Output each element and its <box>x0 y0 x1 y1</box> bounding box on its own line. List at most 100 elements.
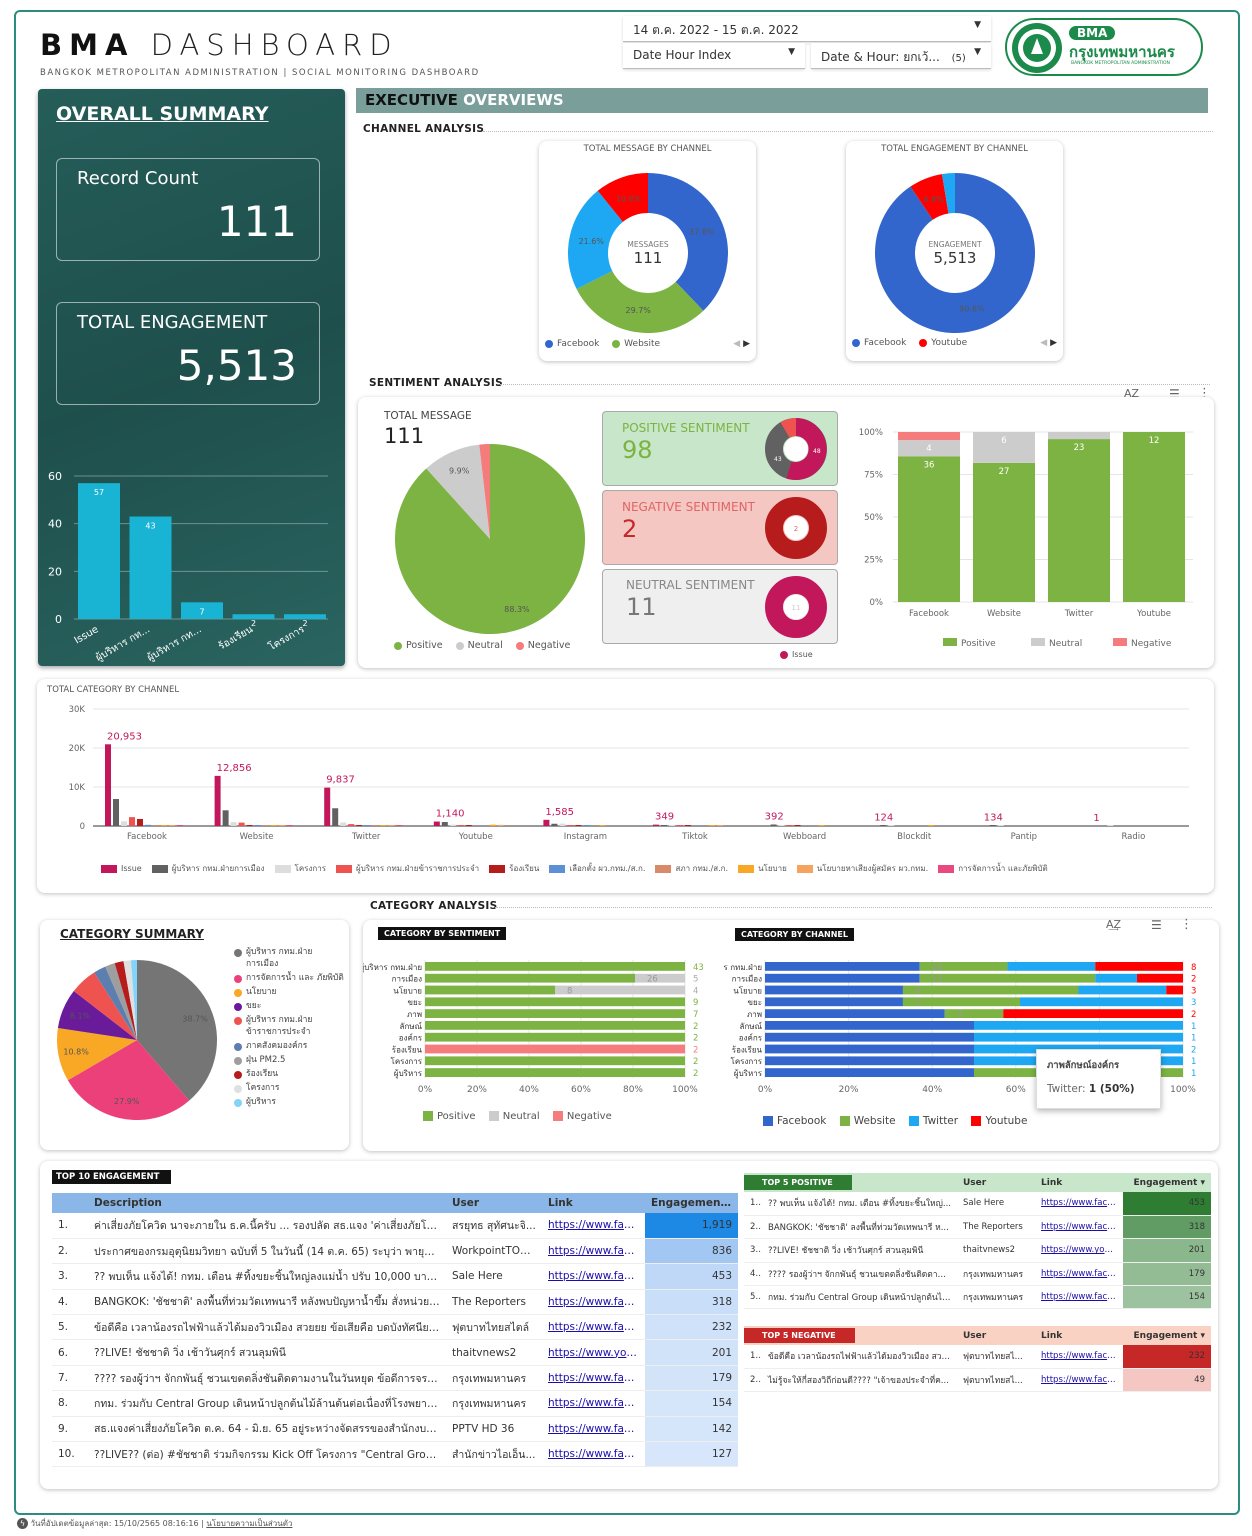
pie-slice[interactable] <box>597 173 648 222</box>
link-header[interactable]: Link <box>1035 1326 1123 1345</box>
bar[interactable] <box>497 824 504 826</box>
bar[interactable] <box>880 825 887 826</box>
bar[interactable] <box>129 817 135 826</box>
legend-item[interactable]: การจัดการน้ำ และ ภัยพิบัติ <box>234 972 346 984</box>
bar[interactable] <box>153 825 159 826</box>
bar[interactable] <box>989 825 996 826</box>
sort-az-icon[interactable]: A͢Z <box>1106 918 1122 931</box>
bar[interactable] <box>559 823 566 826</box>
bar[interactable] <box>575 825 582 826</box>
bar[interactable] <box>388 825 395 826</box>
bar-segment[interactable] <box>425 962 685 971</box>
date-hour-filter[interactable]: Date & Hour: ยกเว้... (5) ▼ <box>811 43 991 69</box>
bar[interactable] <box>567 825 574 826</box>
privacy-policy-link[interactable]: นโยบายความเป็นส่วนตัว <box>206 1519 293 1528</box>
bar[interactable] <box>928 825 935 826</box>
bar[interactable] <box>238 822 245 826</box>
bar[interactable] <box>380 825 387 826</box>
bar-segment[interactable] <box>635 973 685 983</box>
pie-slice[interactable] <box>57 990 137 1040</box>
pie-slice[interactable] <box>941 173 955 214</box>
table-row[interactable]: 1. ข้อดีคือ เวลาน้องรถไฟฟ้าแล้วได้มองวิวเ… <box>744 1345 1211 1369</box>
bar[interactable] <box>246 825 253 826</box>
bar-segment[interactable] <box>898 456 960 602</box>
bar[interactable] <box>583 825 590 826</box>
description-header[interactable]: Description <box>94 1197 162 1209</box>
row-link[interactable]: https://www.face... <box>542 1238 645 1265</box>
table-row[interactable]: 1. ค่าเสี่ยงภัยโควิด นาจะภายใน ธ.ค.นี้ครั… <box>52 1213 738 1239</box>
bar-segment[interactable] <box>425 1032 685 1042</box>
bar[interactable] <box>145 824 151 826</box>
bar[interactable] <box>113 799 119 826</box>
bar-segment[interactable] <box>425 973 635 983</box>
bar-segment[interactable] <box>919 962 1008 971</box>
bar-segment[interactable] <box>973 432 1035 463</box>
table-row[interactable]: 10. ??LIVE?? (ต่อ) #ชัชชาติ ร่วมกิจกรรม K… <box>52 1441 738 1468</box>
bar[interactable] <box>105 744 111 826</box>
legend-item[interactable]: ขยะ <box>234 1000 346 1012</box>
bar[interactable] <box>794 825 801 826</box>
bar[interactable] <box>121 821 127 826</box>
user-header[interactable]: User <box>957 1173 1035 1192</box>
legend-item[interactable]: นโยบาย <box>234 986 346 998</box>
bar[interactable] <box>396 825 403 826</box>
table-row[interactable]: 5. ข้อดีคือ เวลาน้องรถไฟฟ้าแล้วได้มองวิวเ… <box>52 1314 738 1341</box>
bar[interactable] <box>254 825 261 826</box>
date-hour-index-filter[interactable]: Date Hour Index ▼ <box>623 43 805 69</box>
bar[interactable] <box>364 825 371 826</box>
row-link[interactable]: https://www.yout... <box>1035 1238 1123 1263</box>
bar-segment[interactable] <box>425 1021 685 1030</box>
pie-slice[interactable] <box>426 444 490 539</box>
pie-slice[interactable] <box>57 1027 137 1081</box>
bar-segment[interactable] <box>425 1068 685 1077</box>
legend-item[interactable]: ผู้บริหาร <box>234 1096 346 1108</box>
bar-segment[interactable] <box>944 1009 1004 1018</box>
bar-segment[interactable] <box>898 432 960 441</box>
bar-segment[interactable] <box>974 1032 1183 1042</box>
bar-segment[interactable] <box>1166 985 1183 995</box>
prev-icon[interactable]: ◀ <box>733 339 741 349</box>
engagement-header[interactable]: Engagement ▾ <box>651 1197 735 1209</box>
pie-slice[interactable] <box>130 960 137 1040</box>
legend-item[interactable]: ผู้บริหาร กทม.ฝ่าย ข้าราชการประจำ <box>234 1014 346 1038</box>
legend-item[interactable]: ร้องเรียน <box>234 1068 346 1080</box>
filter-icon[interactable]: ☰ <box>1151 918 1162 932</box>
bar-segment[interactable] <box>765 1056 974 1066</box>
bar-segment[interactable] <box>1078 985 1167 995</box>
row-link[interactable]: https://www.face... <box>542 1314 645 1341</box>
table-row[interactable]: 7.???? รองผู้ว่าฯ จักกพันธุ์ ชวนเขตตลิ่ง… <box>52 1365 738 1392</box>
bar[interactable] <box>230 822 237 826</box>
legend-item[interactable]: ฝุ่น PM2.5 <box>234 1054 346 1066</box>
bar-segment[interactable] <box>425 985 555 995</box>
bar[interactable] <box>78 483 120 619</box>
bar-segment[interactable] <box>425 1009 685 1018</box>
bar-segment[interactable] <box>1007 962 1096 971</box>
table-row[interactable]: 2. BANGKOK: 'ชัชชาติ' ลงพื้นที่ท่วมวัดเทพ… <box>744 1215 1211 1240</box>
bar[interactable] <box>433 821 440 826</box>
table-row[interactable]: 8. กทม. ร่วมกับ Central Group เดินหน้าปลู… <box>52 1390 738 1417</box>
date-range-control[interactable]: 14 ต.ค. 2022 - 15 ต.ค. 2022 ▼ <box>623 16 991 42</box>
bar[interactable] <box>818 825 825 826</box>
table-row[interactable]: 4. BANGKOK: 'ชัชชาติ' ลงพื้นที่ท่วมวัดเทพ… <box>52 1289 738 1316</box>
table-row[interactable]: 2. ประกาศของกรมอุตุนิยมวิทยา ฉบับที่ 5 ใน… <box>52 1238 738 1265</box>
bar-segment[interactable] <box>425 997 685 1007</box>
bar[interactable] <box>169 825 175 826</box>
row-link[interactable]: https://www.face... <box>1035 1192 1123 1216</box>
pie-slice[interactable] <box>568 190 623 290</box>
bar-segment[interactable] <box>919 973 1096 983</box>
bar[interactable] <box>441 822 448 826</box>
table-row[interactable]: 9. สธ.แจงค่าเสี่ยงภัยโควิด ต.ค. 64 - มิ.ย… <box>52 1416 738 1443</box>
bar[interactable] <box>551 823 558 826</box>
bar-segment[interactable] <box>902 997 1020 1007</box>
pie-slice[interactable] <box>137 960 218 1101</box>
row-link[interactable]: https://www.face... <box>1035 1345 1123 1369</box>
bar[interactable] <box>997 825 1004 826</box>
engagement-header[interactable]: Engagement ▾ <box>1123 1173 1211 1192</box>
bar[interactable] <box>348 824 355 826</box>
row-link[interactable]: https://www.face... <box>542 1390 645 1417</box>
bar[interactable] <box>1107 825 1114 826</box>
link-header[interactable]: Link <box>548 1197 573 1209</box>
bar[interactable] <box>543 819 550 826</box>
bar-segment[interactable] <box>1095 962 1183 971</box>
bar-segment[interactable] <box>765 962 920 971</box>
